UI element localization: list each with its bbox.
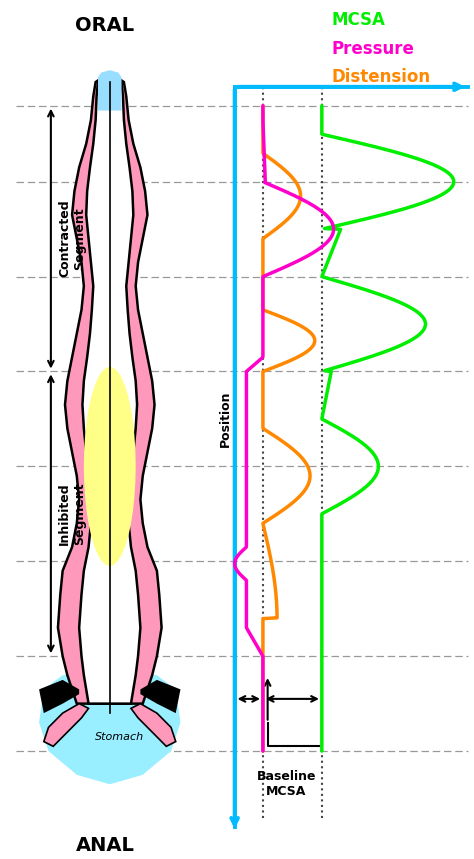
Text: Stomach: Stomach <box>95 732 144 742</box>
Polygon shape <box>79 80 140 704</box>
Polygon shape <box>98 70 121 111</box>
Polygon shape <box>140 680 181 713</box>
Polygon shape <box>44 704 89 746</box>
Polygon shape <box>39 670 181 784</box>
Polygon shape <box>131 704 176 746</box>
Text: Contracted
Segment: Contracted Segment <box>58 200 86 277</box>
Polygon shape <box>58 77 162 704</box>
Text: ORAL: ORAL <box>75 15 135 34</box>
Polygon shape <box>39 680 79 713</box>
Text: MCSA: MCSA <box>331 11 385 29</box>
Text: Position: Position <box>219 391 232 448</box>
Text: ANAL: ANAL <box>76 837 135 856</box>
Polygon shape <box>84 367 136 566</box>
Text: Inhibited
Segment: Inhibited Segment <box>58 483 86 545</box>
Text: Distension: Distension <box>331 69 430 86</box>
Text: Pressure: Pressure <box>331 40 414 58</box>
Text: Baseline
MCSA: Baseline MCSA <box>257 770 316 798</box>
